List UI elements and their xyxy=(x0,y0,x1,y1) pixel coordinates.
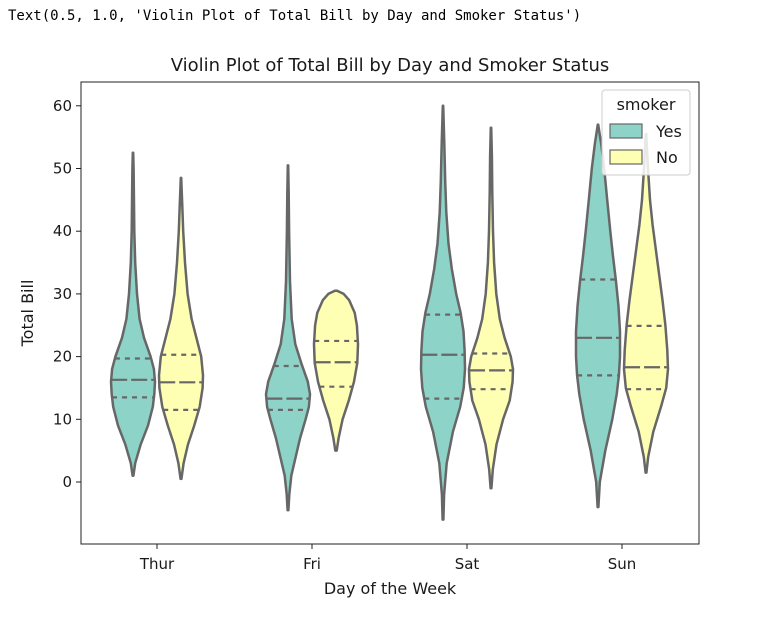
y-tick-label: 40 xyxy=(53,222,72,240)
x-tick-label: Thur xyxy=(139,555,175,573)
violin-no-sat xyxy=(467,126,515,490)
legend-title: smoker xyxy=(617,95,676,114)
cell-output-text: Text(0.5, 1.0, 'Violin Plot of Total Bil… xyxy=(8,8,582,24)
y-tick-label: 20 xyxy=(53,348,72,366)
legend-swatch-yes xyxy=(609,123,643,139)
violin-yes-fri xyxy=(264,164,312,512)
y-tick-label: 50 xyxy=(53,160,72,178)
legend-swatch-no xyxy=(609,149,643,165)
x-tick-label: Fri xyxy=(303,555,321,573)
violin-yes-sun xyxy=(574,123,622,509)
violin-no-fri xyxy=(312,289,360,452)
y-tick-label: 30 xyxy=(53,285,72,303)
legend-label-no: No xyxy=(656,148,678,167)
legend: smoker Yes No xyxy=(601,89,691,176)
x-tick-label: Sat xyxy=(455,555,480,573)
legend-label-yes: Yes xyxy=(655,122,682,141)
y-tick-label: 60 xyxy=(53,97,72,115)
x-axis-label: Day of the Week xyxy=(324,579,457,598)
y-axis: 0 10 20 30 40 50 60 xyxy=(53,97,81,491)
violin-no-thur xyxy=(157,176,205,481)
x-tick-label: Sun xyxy=(608,555,637,573)
y-axis-label: Total Bill xyxy=(18,280,37,348)
y-tick-label: 0 xyxy=(62,473,72,491)
violin-group xyxy=(109,104,670,521)
x-axis: Thur Fri Sat Sun xyxy=(139,544,636,573)
chart-title: Violin Plot of Total Bill by Day and Smo… xyxy=(171,55,610,76)
violin-yes-sat xyxy=(419,104,467,521)
y-tick-label: 10 xyxy=(53,410,72,428)
